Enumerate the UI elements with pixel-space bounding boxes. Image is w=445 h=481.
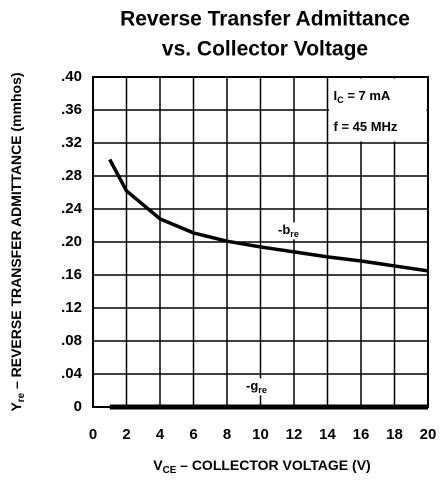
label-bg [244, 378, 269, 396]
annotation: f = 45 MHz [334, 119, 398, 134]
annotation-rest: = 7 mA [344, 88, 391, 103]
y-axis-label-main: Y [8, 402, 24, 412]
x-tick-label: 16 [353, 426, 370, 443]
x-tick-label: 8 [223, 426, 231, 443]
y-tick-label: .04 [61, 365, 83, 382]
y-axis-label-rest: – REVERSE TRANSFER ADMITTANCE (mmhos) [8, 72, 24, 392]
y-tick-label: .20 [61, 233, 82, 250]
x-tick-label: 12 [286, 426, 303, 443]
chart-title: vs. Collector Voltage [162, 38, 368, 61]
annotation-main: f = 45 MHz [334, 119, 398, 134]
y-tick-label: .40 [61, 68, 82, 85]
x-tick-label: 20 [420, 426, 437, 443]
series-label-main: -b [278, 222, 290, 237]
x-tick-label: 6 [189, 426, 197, 443]
x-axis-label-rest: – COLLECTOR VOLTAGE (V) [176, 457, 370, 473]
x-tick-label: 14 [319, 426, 336, 443]
x-axis-label: VCE – COLLECTOR VOLTAGE (V) [153, 457, 370, 476]
series-label-sub: re [258, 385, 267, 395]
y-tick-label: .36 [61, 101, 82, 118]
y-axis-label-sub: re [16, 392, 27, 402]
x-tick-label: 0 [89, 426, 97, 443]
series-line [108, 158, 429, 273]
annotation: IC = 7 mA [334, 88, 391, 105]
y-tick-label: .28 [61, 167, 82, 184]
y-tick-label: .32 [61, 134, 82, 151]
series-label-main: -g [246, 378, 258, 393]
label-bg [276, 222, 301, 240]
y-tick-label: .24 [61, 200, 83, 217]
chart-title: Reverse Transfer Admittance [120, 8, 410, 31]
y-tick-label: .16 [61, 266, 82, 283]
annotation-main: I [334, 88, 338, 103]
x-axis-label-sub: CE [163, 465, 177, 476]
annotation-box [329, 78, 427, 142]
x-tick-label: 18 [386, 426, 403, 443]
y-tick-label: .12 [61, 299, 82, 316]
x-tick-label: 4 [156, 426, 165, 443]
series-label-sub: re [290, 229, 299, 239]
x-tick-label: 10 [252, 426, 269, 443]
series-label: -bre [278, 222, 299, 239]
y-tick-label: .08 [61, 332, 82, 349]
x-tick-label: 2 [122, 426, 130, 443]
annotation-sub: C [337, 95, 344, 105]
x-axis-label-main: V [153, 457, 163, 473]
y-axis-label: Yre – REVERSE TRANSFER ADMITTANCE (mmhos… [8, 72, 27, 411]
y-tick-label: 0 [74, 398, 82, 415]
series-label: -gre [246, 378, 267, 395]
